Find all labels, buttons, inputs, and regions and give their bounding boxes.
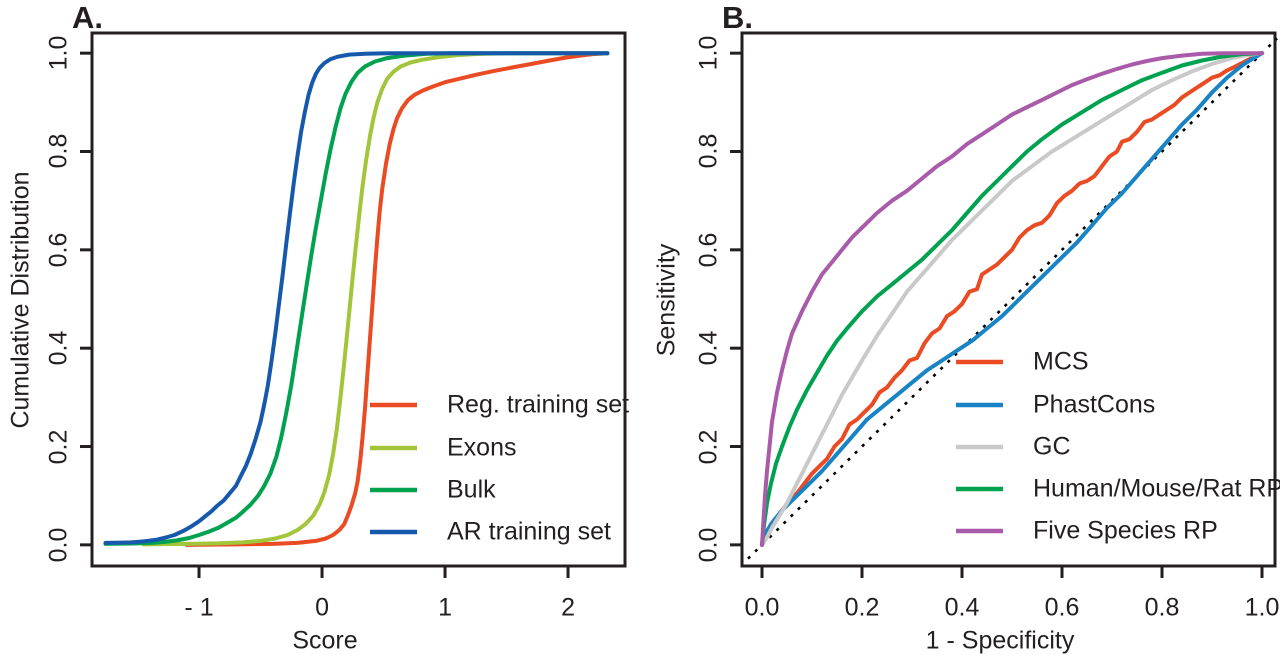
curve-human-mouse-rat-rp xyxy=(760,51,1264,547)
plot-box-A xyxy=(90,31,627,568)
curve-phastcons xyxy=(760,51,1264,547)
curve-mcs xyxy=(760,51,1264,547)
curve-exons xyxy=(141,51,610,547)
curve-five-species-rp xyxy=(760,51,1264,547)
plot-box-B xyxy=(740,31,1277,568)
curve-bulk xyxy=(103,51,610,546)
curve-ar-training-set xyxy=(103,51,610,545)
chance-diagonal-line xyxy=(747,37,1278,560)
curve-reg-training-set xyxy=(184,51,610,547)
curve-gc xyxy=(760,51,1264,547)
